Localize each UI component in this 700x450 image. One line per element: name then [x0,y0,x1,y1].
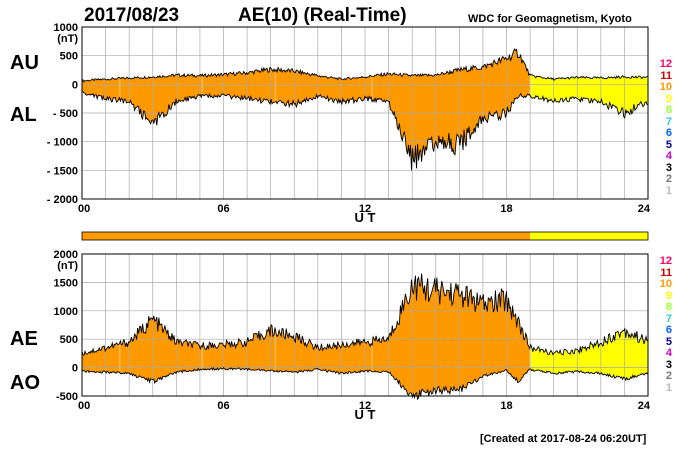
p0-area-10-stations [82,49,530,171]
legend-count-1-panel2: 1 [665,381,672,394]
p1-ytick-label: 1000 [54,306,78,318]
legend-count-10-panel2: 10 [659,278,672,290]
p0-series-al-line [81,91,649,171]
p1-ytick-label: 500 [60,334,78,346]
p1-ytick-label: 0 [72,363,78,375]
station-bar-9 [530,232,648,240]
legend-count-7-panel2: 7 [665,312,672,325]
legend-count-8-panel1: 8 [665,104,672,116]
p1-series-ae-line [81,273,649,356]
legend-count-9-panel2: 9 [665,289,672,302]
station-bar-10 [82,232,531,240]
p0-frame [81,26,649,200]
p0-unit-label: (nT) [57,33,78,45]
legend-count-10-panel1: 10 [659,81,672,93]
chart-main-title: AE(10) (Real-Time) [238,5,407,26]
legend-count-11-panel2: 11 [660,266,672,279]
legend-count-5-panel1: 5 [665,138,672,151]
p0-ytick-label: - 1500 [47,165,78,177]
legend-count-3-panel1: 3 [665,161,672,174]
p0-ytick-label: 500 [60,51,78,63]
legend-count-4-panel1: 4 [665,150,672,162]
p1-xtick-label: 06 [217,400,229,412]
p0-xtick-label: 12 [359,203,371,215]
legend-count-2-panel1: 2 [665,173,672,185]
p1-xtick-label: 18 [500,400,512,412]
legend-count-5-panel2: 5 [665,335,672,348]
legend-count-8-panel2: 8 [665,301,672,313]
p0-area-9-stations [530,74,648,118]
p1-frame [81,253,649,397]
p1-xtick-label: 12 [359,400,371,412]
ae-label: AE [10,328,38,350]
legend-count-3-panel2: 3 [665,358,672,371]
legend-count-9-panel1: 9 [665,92,672,105]
p0-ytick-label: - 2000 [47,194,78,206]
p0-xtick-label: 00 [78,203,90,215]
p0-xtick-label: 18 [500,203,512,215]
legend-count-12-panel1: 12 [659,58,672,70]
legend-count-11-panel1: 11 [660,69,672,82]
legend-count-7-panel1: 7 [665,115,672,128]
p0-xtick-label: 06 [217,203,229,215]
p1-series-ao-line [81,366,649,401]
station-bar-frame [81,231,649,241]
p0-series-au-line [81,48,649,83]
p1-ytick-label: 2000 [54,249,78,261]
p0-xtick-label: 24 [638,203,651,215]
au-label: AU [10,52,39,74]
p0-xaxis-title: U T [355,210,376,225]
created-timestamp: [Created at 2017-08-24 06:20UT] [480,433,647,445]
p0-ytick-label: - 500 [53,108,78,120]
al-label: AL [10,104,37,126]
source-label: WDC for Geomagnetism, Kyoto [468,13,632,25]
legend-count-6-panel2: 6 [665,324,672,336]
p0-ytick-label: 0 [72,79,78,91]
p1-xtick-label: 24 [638,400,651,412]
legend-count-6-panel1: 6 [665,127,672,139]
date-title: 2017/08/23 [84,5,180,26]
p1-xtick-label: 00 [78,400,90,412]
p1-unit-label: (nT) [57,260,78,272]
legend-count-4-panel2: 4 [665,347,672,359]
p0-ytick-label: 1000 [54,22,78,34]
legend-count-1-panel1: 1 [665,184,672,197]
ao-label: AO [10,372,40,394]
p1-xaxis-title: U T [355,407,376,422]
p1-ytick-label: -500 [56,391,78,403]
legend-count-12-panel2: 12 [659,255,672,267]
legend-count-2-panel2: 2 [665,370,672,382]
p0-ytick-label: - 1000 [47,137,78,149]
p1-ytick-label: 1500 [54,277,78,289]
